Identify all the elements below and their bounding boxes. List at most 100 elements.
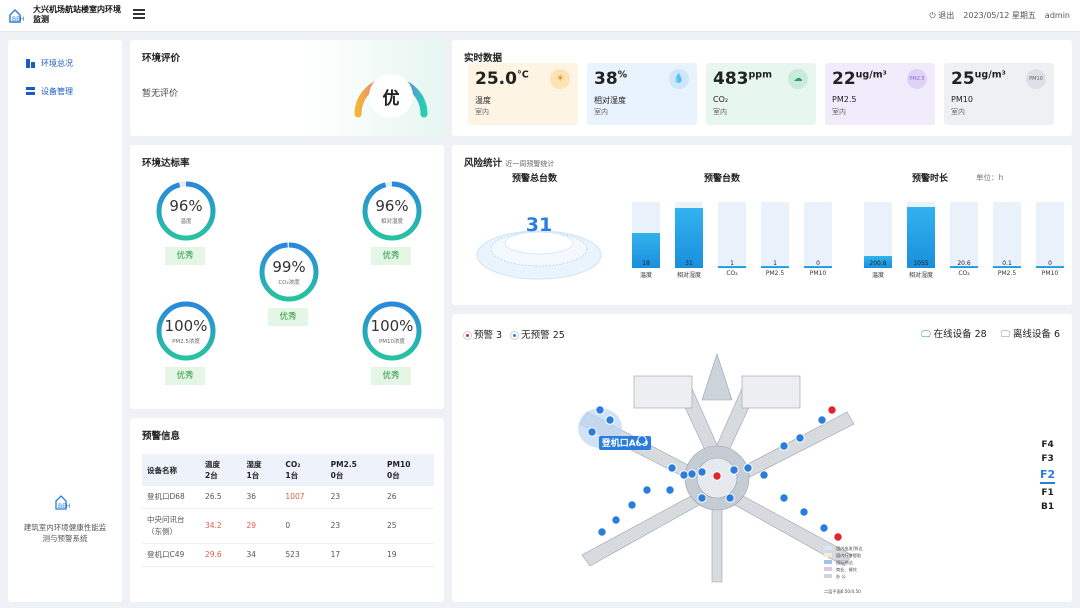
top-bar: BEH 大兴机场航站楼室内环境监测 ⏻ 退出 2023/05/12 星期五 ad… xyxy=(0,0,1080,32)
floor-f1[interactable]: F1 xyxy=(1041,488,1054,498)
pm25-icon: PM2.5 xyxy=(907,69,927,89)
offline-devices[interactable]: 🖵 离线设备 6 xyxy=(1000,329,1060,340)
floor-b1[interactable]: B1 xyxy=(1041,502,1055,512)
floor-f2[interactable]: F2 xyxy=(1040,468,1056,484)
bar[interactable] xyxy=(993,266,1021,268)
device-status: 🖵 在线设备 28 🖵 离线设备 6 xyxy=(921,326,1060,340)
device-marker[interactable] xyxy=(779,493,789,503)
device-marker[interactable] xyxy=(759,470,769,480)
bar[interactable] xyxy=(632,233,660,268)
device-marker[interactable] xyxy=(637,435,647,445)
device-marker[interactable] xyxy=(611,515,621,525)
table-row[interactable]: 登机口D68 26.5 36 1007 23 26 xyxy=(142,486,434,509)
bar-track: 18 xyxy=(632,202,660,268)
device-marker[interactable] xyxy=(627,500,637,510)
map-panel: 预警 3 无预警 25 🖵 在线设备 28 🖵 离线设备 6 登机口A09 国内… xyxy=(452,314,1072,602)
ring-label: PM2.5浓度 xyxy=(172,339,200,345)
device-marker[interactable] xyxy=(817,415,827,425)
table-cell: 25 xyxy=(382,508,434,544)
table-row[interactable]: 登机口C49 29.6 34 523 17 19 xyxy=(142,543,434,567)
map-legend-label: 国内行李提取 xyxy=(836,552,862,559)
bar-value-label: 0.1 xyxy=(1002,260,1012,267)
device-marker[interactable] xyxy=(725,493,735,503)
warning-title: 预警信息 xyxy=(142,431,181,442)
column-header: 设备名称 xyxy=(142,454,200,486)
sidebar: 环境总况 设备管理 BEH 建筑室内环境健康性能监测与预警系统 xyxy=(8,40,122,602)
device-marker[interactable] xyxy=(595,405,605,415)
online-devices[interactable]: 🖵 在线设备 28 xyxy=(921,329,987,340)
column-header: 湿度 1台 xyxy=(241,454,281,486)
realtime-title: 实时数据 xyxy=(464,53,503,64)
device-marker[interactable] xyxy=(795,433,805,443)
device-marker[interactable] xyxy=(697,493,707,503)
menu-toggle-icon[interactable] xyxy=(133,9,145,20)
metric-value: 25ug/m³ xyxy=(951,69,1006,89)
bar[interactable] xyxy=(718,266,746,268)
device-marker[interactable] xyxy=(697,467,707,477)
sidebar-item-devices[interactable]: 设备管理 xyxy=(26,86,73,97)
nowarn-legend[interactable]: 无预警 25 xyxy=(511,330,565,341)
bar[interactable] xyxy=(804,266,832,268)
table-cell: 23 xyxy=(325,508,383,544)
device-marker[interactable] xyxy=(687,469,697,479)
device-marker[interactable] xyxy=(665,485,675,495)
risk-title: 风险统计 近一周预警统计 xyxy=(464,158,555,169)
map-legend-swatch xyxy=(824,567,832,571)
table-cell: 23 xyxy=(325,486,383,509)
device-marker[interactable] xyxy=(819,523,829,533)
droplet-icon: 💧 xyxy=(669,69,689,89)
ring-chart xyxy=(156,181,216,241)
device-marker[interactable] xyxy=(597,527,607,537)
device-marker[interactable] xyxy=(799,507,809,517)
table-header: 设备名称 温度 2台 湿度 1台 CO₂ 1台 PM2.5 0台 PM10 0台 xyxy=(142,454,434,486)
device-marker[interactable] xyxy=(587,427,597,437)
bar[interactable] xyxy=(907,207,935,268)
ring-1: 96% 相对湿度 xyxy=(361,180,423,242)
bar-value-label: 18 xyxy=(642,260,650,267)
table-cell: 34 xyxy=(241,543,281,567)
map-legend-label: 国内出发/到达 xyxy=(836,545,863,552)
device-marker[interactable] xyxy=(779,441,789,451)
device-marker[interactable] xyxy=(667,463,677,473)
table-cell: 17 xyxy=(325,543,383,567)
datetime: 2023/05/12 星期五 xyxy=(963,11,1036,20)
logout-button[interactable]: ⏻ 退出 xyxy=(929,11,955,20)
bar[interactable] xyxy=(1036,266,1064,268)
table-row[interactable]: 中央问讯台（东侧） 34.2 29 0 23 25 xyxy=(142,508,434,544)
total-value: 31 xyxy=(526,214,552,236)
metric-name: 相对湿度 xyxy=(594,96,626,105)
bar-category-label: 温度 xyxy=(871,272,884,279)
ring-2: 99% CO₂浓度 xyxy=(258,241,320,303)
warning-device-marker[interactable] xyxy=(827,405,837,415)
user-name[interactable]: admin xyxy=(1044,11,1070,20)
floor-f3[interactable]: F3 xyxy=(1041,454,1054,464)
bar[interactable] xyxy=(761,266,789,268)
map-legend-label: 商业、餐饮 xyxy=(836,566,858,573)
metric-sub: 室内 xyxy=(951,108,965,116)
warning-device-marker[interactable] xyxy=(712,471,722,481)
map-legend-label: 办 公 xyxy=(836,573,847,580)
device-marker[interactable] xyxy=(679,470,689,480)
sidebar-item-overview[interactable]: 环境总况 xyxy=(26,58,73,69)
bar[interactable] xyxy=(950,266,978,268)
table-cell: 19 xyxy=(382,543,434,567)
metric-sub: 室内 xyxy=(475,108,489,116)
bar[interactable] xyxy=(675,207,703,268)
device-marker[interactable] xyxy=(642,485,652,495)
device-marker[interactable] xyxy=(729,465,739,475)
floor-f4[interactable]: F4 xyxy=(1041,440,1054,450)
table-cell: 29.6 xyxy=(200,543,242,567)
ring-percent: 99% xyxy=(272,258,306,276)
bar-value-label: 0 xyxy=(1048,260,1052,267)
warn-legend[interactable]: 预警 3 xyxy=(464,330,502,341)
device-marker[interactable] xyxy=(743,463,753,473)
rate-panel: 环境达标率 96% 温度 优秀 96% 相对湿度 优秀 99% CO₂浓度 优秀 100% PM2.… xyxy=(130,145,444,409)
warn-dot-icon xyxy=(464,332,471,339)
warning-device-marker[interactable] xyxy=(833,532,843,542)
device-marker[interactable] xyxy=(605,415,615,425)
bar-category-label: PM10 xyxy=(809,270,827,277)
metric-sub: 室内 xyxy=(832,108,846,116)
bar[interactable] xyxy=(864,256,892,268)
metric-card: 38% 相对湿度 室内 💧 xyxy=(587,63,697,125)
